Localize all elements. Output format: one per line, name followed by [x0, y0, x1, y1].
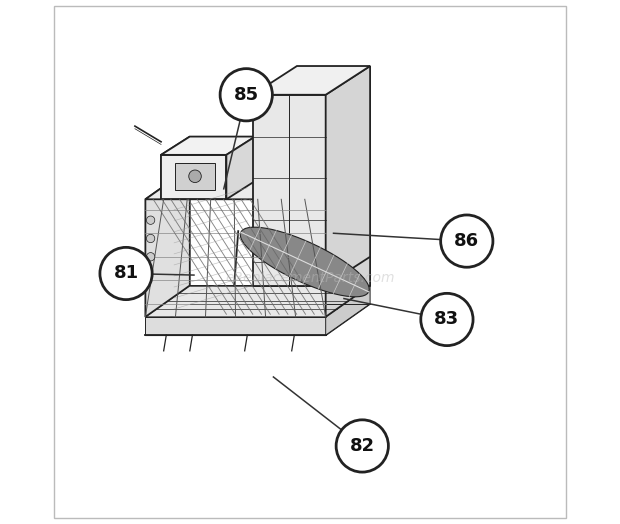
Circle shape: [441, 215, 493, 267]
Polygon shape: [145, 286, 370, 317]
Polygon shape: [145, 168, 370, 199]
Polygon shape: [145, 304, 370, 335]
Polygon shape: [252, 95, 326, 286]
Text: 81: 81: [113, 265, 139, 282]
Circle shape: [100, 247, 152, 300]
Circle shape: [146, 234, 155, 243]
Polygon shape: [326, 286, 370, 335]
Polygon shape: [161, 155, 226, 199]
Text: 85: 85: [234, 86, 259, 104]
Polygon shape: [326, 168, 370, 317]
Text: eReplacementParts.com: eReplacementParts.com: [225, 271, 395, 285]
Polygon shape: [175, 163, 215, 190]
Polygon shape: [161, 137, 190, 199]
Polygon shape: [252, 66, 370, 95]
Polygon shape: [145, 317, 326, 335]
Polygon shape: [226, 137, 255, 199]
Circle shape: [421, 293, 473, 346]
Text: 82: 82: [350, 437, 375, 455]
Circle shape: [188, 170, 202, 182]
Polygon shape: [161, 137, 255, 155]
Text: 83: 83: [435, 311, 459, 329]
Text: 86: 86: [454, 232, 479, 250]
Circle shape: [336, 420, 388, 472]
Polygon shape: [145, 168, 190, 317]
Polygon shape: [326, 66, 370, 286]
Polygon shape: [241, 227, 370, 297]
Circle shape: [146, 216, 155, 224]
Circle shape: [220, 69, 272, 121]
Circle shape: [146, 253, 155, 261]
